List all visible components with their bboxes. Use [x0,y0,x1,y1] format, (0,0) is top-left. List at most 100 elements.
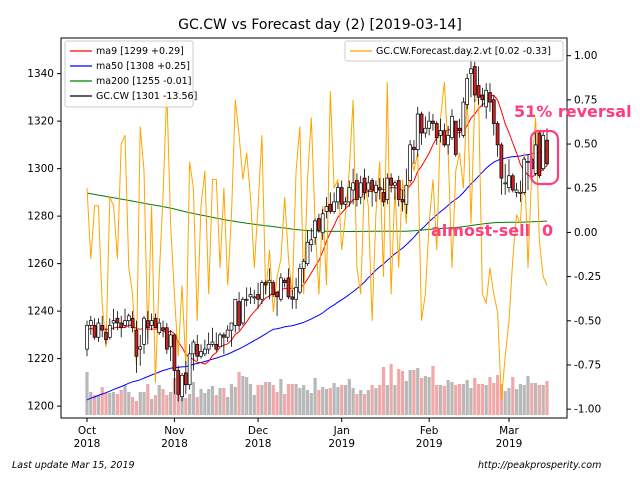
candle-body [241,298,245,324]
y-left-tick-label: 1340 [27,68,54,80]
legend-left: ma9 [1299 +0.29] ma50 [1308 +0.25] ma200… [64,40,197,108]
candle [332,192,336,214]
candle [366,175,371,198]
volume-bar [492,383,496,415]
volume-bar [503,391,507,415]
legend-right-box [344,40,564,62]
volume-bar [267,382,272,415]
candle-body [480,94,485,101]
candle-body [176,370,181,395]
volume-bar [275,392,279,415]
candle [286,268,291,300]
candle-body [351,182,355,191]
candle [533,133,538,176]
x-tick-month: Feb [420,425,439,437]
candle-body [514,189,519,193]
candle [362,168,367,200]
plot-frame [60,37,568,419]
candle-body [431,120,435,124]
volume-bar [108,393,112,415]
candle-body [286,277,291,298]
x-axis: Oct2018Nov2018Dec2018Jan2019Feb2019Mar20… [74,418,522,450]
candle [374,180,378,202]
candle [191,339,196,371]
candle [142,315,146,354]
candle [389,173,393,193]
volume-bar [522,385,526,415]
candle-body [317,218,321,231]
volume-bar [450,382,454,415]
candle [434,121,439,145]
candle-body [100,325,105,331]
candle [404,168,409,214]
volume-bar [134,401,139,415]
candle [339,180,344,209]
candle [484,83,489,119]
candle [85,320,89,357]
candle [203,339,207,357]
candle [438,118,443,143]
volume-bar [252,395,256,415]
x-tick-year: 2018 [74,438,101,450]
candle [279,273,283,302]
candle-body [393,182,397,186]
candle [480,87,485,107]
candle [507,159,511,193]
candle-body [446,135,451,146]
volume-bar [336,387,340,415]
candle-body [434,123,439,139]
candle-body [537,132,542,177]
volume-bar [313,378,317,415]
candle [393,180,397,200]
volume-bar [347,379,351,415]
volume-bar [351,388,355,415]
forecast-line [86,82,548,401]
candle [347,180,352,207]
candle [104,327,108,345]
candle-body [305,241,310,264]
volume-bar [435,385,439,415]
candle-body [347,187,352,203]
annotation-zero: 0 [542,221,553,240]
candle-body [263,282,268,286]
candle [260,280,264,304]
candle [107,318,112,340]
candle-body [491,99,496,124]
candle-body [130,317,135,329]
volume-bar [378,385,382,415]
candle-body [271,282,276,295]
volume-bar [218,388,222,415]
candle [183,361,188,395]
volume-bar [321,387,325,415]
volume-bar [385,385,389,415]
volume-bar [454,385,458,415]
volume-bar [393,385,397,415]
candle-body [203,348,207,355]
candle [126,313,131,328]
legend-forecast-label: GC.CW.Forecast.day.2.vt [0.02 -0.33] [376,46,551,57]
candle [244,287,249,307]
volume-bar [514,389,519,415]
candle [111,308,116,331]
candle-body [309,239,314,245]
candle [381,178,386,207]
volume-bar [245,377,249,415]
candle [119,315,124,338]
candle-body [275,291,279,298]
volume-bar [260,385,264,415]
candle [214,332,219,352]
candle [88,315,93,335]
candle [145,311,150,345]
y-axis-right: 1.00 0.75 0.50 0.25 0.00 -0.25 -0.50 -0.75 -1.00 [567,50,601,416]
candle-body [85,325,89,350]
x-tick-year: 2019 [328,438,355,450]
y-right-tick-label: -0.50 [574,315,601,327]
candle [328,192,333,214]
volume-bar [191,382,196,415]
candle [396,175,401,207]
candle [510,173,515,193]
legend-left-box [64,40,194,108]
candle-body [427,120,431,129]
volume-bar [248,384,253,415]
candle [412,140,416,164]
